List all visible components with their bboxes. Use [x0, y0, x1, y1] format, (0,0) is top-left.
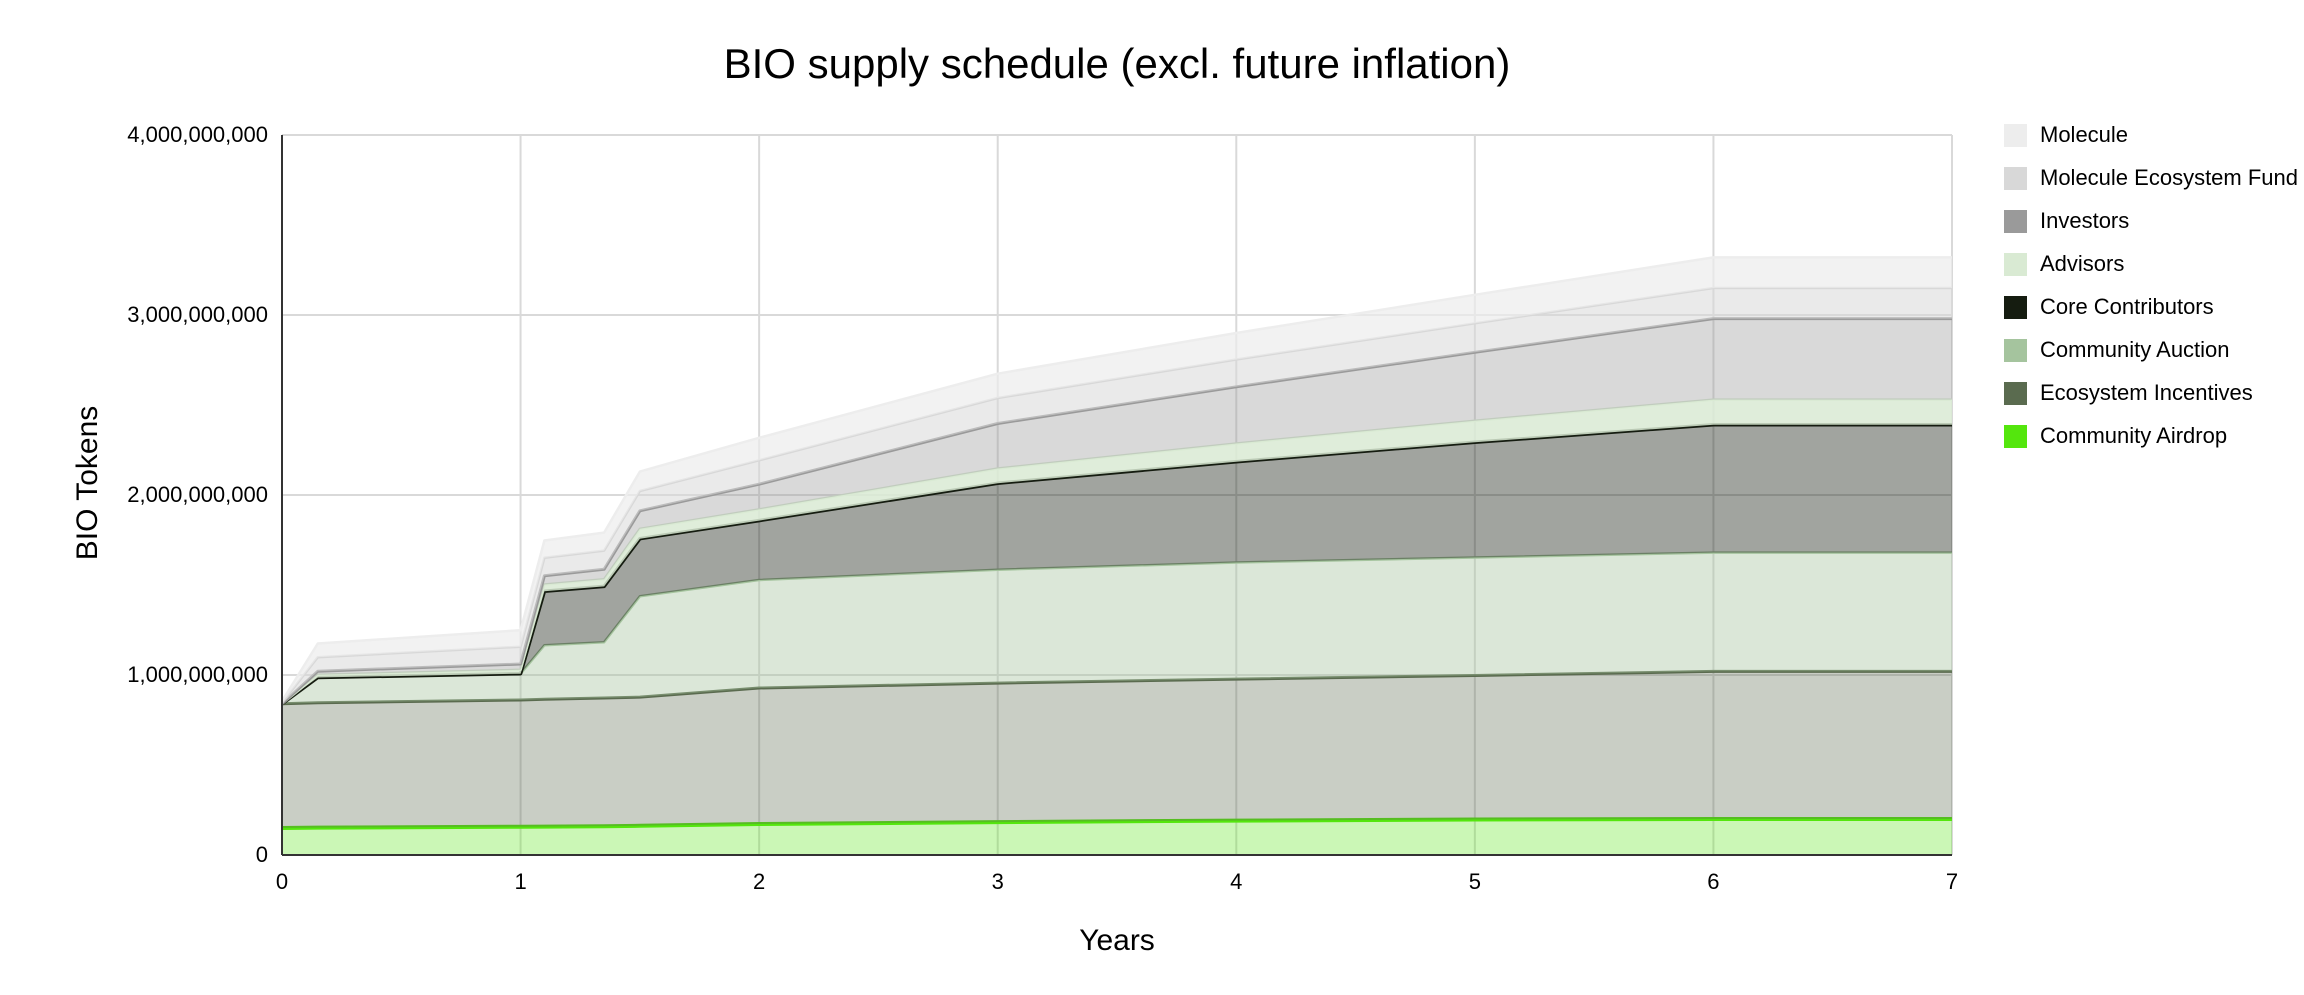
x-tick-label: 6 — [1707, 869, 1719, 894]
x-tick-label: 4 — [1230, 869, 1242, 894]
legend-label: Molecule Ecosystem Fund — [2040, 165, 2298, 190]
y-tick-label: 1,000,000,000 — [127, 662, 268, 687]
x-tick-label: 3 — [992, 869, 1004, 894]
y-tick-label: 0 — [256, 842, 268, 867]
legend-label: Molecule — [2040, 122, 2129, 147]
legend-label: Community Auction — [2040, 337, 2230, 362]
area-molecule-ecosystem-fund — [282, 288, 1952, 704]
x-tick-label: 2 — [753, 869, 765, 894]
legend-item: Advisors — [2004, 251, 2298, 277]
chart-legend: Molecule Molecule Ecosystem Fund Investo… — [2004, 122, 2298, 449]
legend-item: Core Contributors — [2004, 294, 2298, 320]
area-community-auction — [282, 552, 1952, 704]
line-ecosystem-incentives — [281, 669, 1952, 706]
legend-swatch-icon — [2004, 338, 2027, 362]
area-investors — [282, 318, 1952, 704]
area-advisors — [282, 399, 1952, 704]
chart-title: BIO supply schedule (excl. future inflat… — [723, 40, 1511, 87]
y-tick-label: 3,000,000,000 — [127, 302, 268, 327]
legend-item: Molecule — [2004, 122, 2298, 148]
legend-label: Advisors — [2040, 251, 2125, 276]
legend-swatch-icon — [2004, 209, 2027, 233]
legend-label: Investors — [2040, 208, 2130, 233]
legend-item: Molecule Ecosystem Fund — [2004, 165, 2298, 191]
legend-swatch-icon — [2004, 295, 2027, 319]
legend-swatch-icon — [2004, 252, 2027, 276]
line-molecule — [280, 256, 1952, 702]
legend-swatch-icon — [2004, 424, 2027, 448]
legend-label: Core Contributors — [2040, 294, 2214, 319]
area-core-contributors — [282, 424, 1952, 704]
area-community-airdrop — [282, 819, 1952, 855]
legend-swatch-icon — [2004, 123, 2027, 147]
legend-label: Community Airdrop — [2040, 423, 2228, 448]
legend-item: Community Airdrop — [2004, 423, 2298, 449]
x-tick-label: 5 — [1469, 869, 1481, 894]
legend-label: Ecosystem Incentives — [2040, 380, 2253, 405]
area-ecosystem-incentives — [282, 671, 1952, 828]
legend-swatch-icon — [2004, 166, 2027, 190]
x-tick-label: 7 — [1946, 869, 1958, 894]
y-tick-label: 4,000,000,000 — [127, 122, 268, 147]
line-community-airdrop — [281, 817, 1952, 830]
legend-item: Investors — [2004, 208, 2298, 234]
x-tick-label: 0 — [276, 869, 288, 894]
line-advisors — [281, 398, 1952, 705]
legend-item: Community Auction — [2004, 337, 2298, 363]
x-tick-label: 1 — [514, 869, 526, 894]
y-tick-label: 2,000,000,000 — [127, 482, 268, 507]
legend-item: Ecosystem Incentives — [2004, 380, 2298, 406]
legend-swatch-icon — [2004, 381, 2027, 405]
x-axis-title: Years — [1079, 924, 1155, 957]
